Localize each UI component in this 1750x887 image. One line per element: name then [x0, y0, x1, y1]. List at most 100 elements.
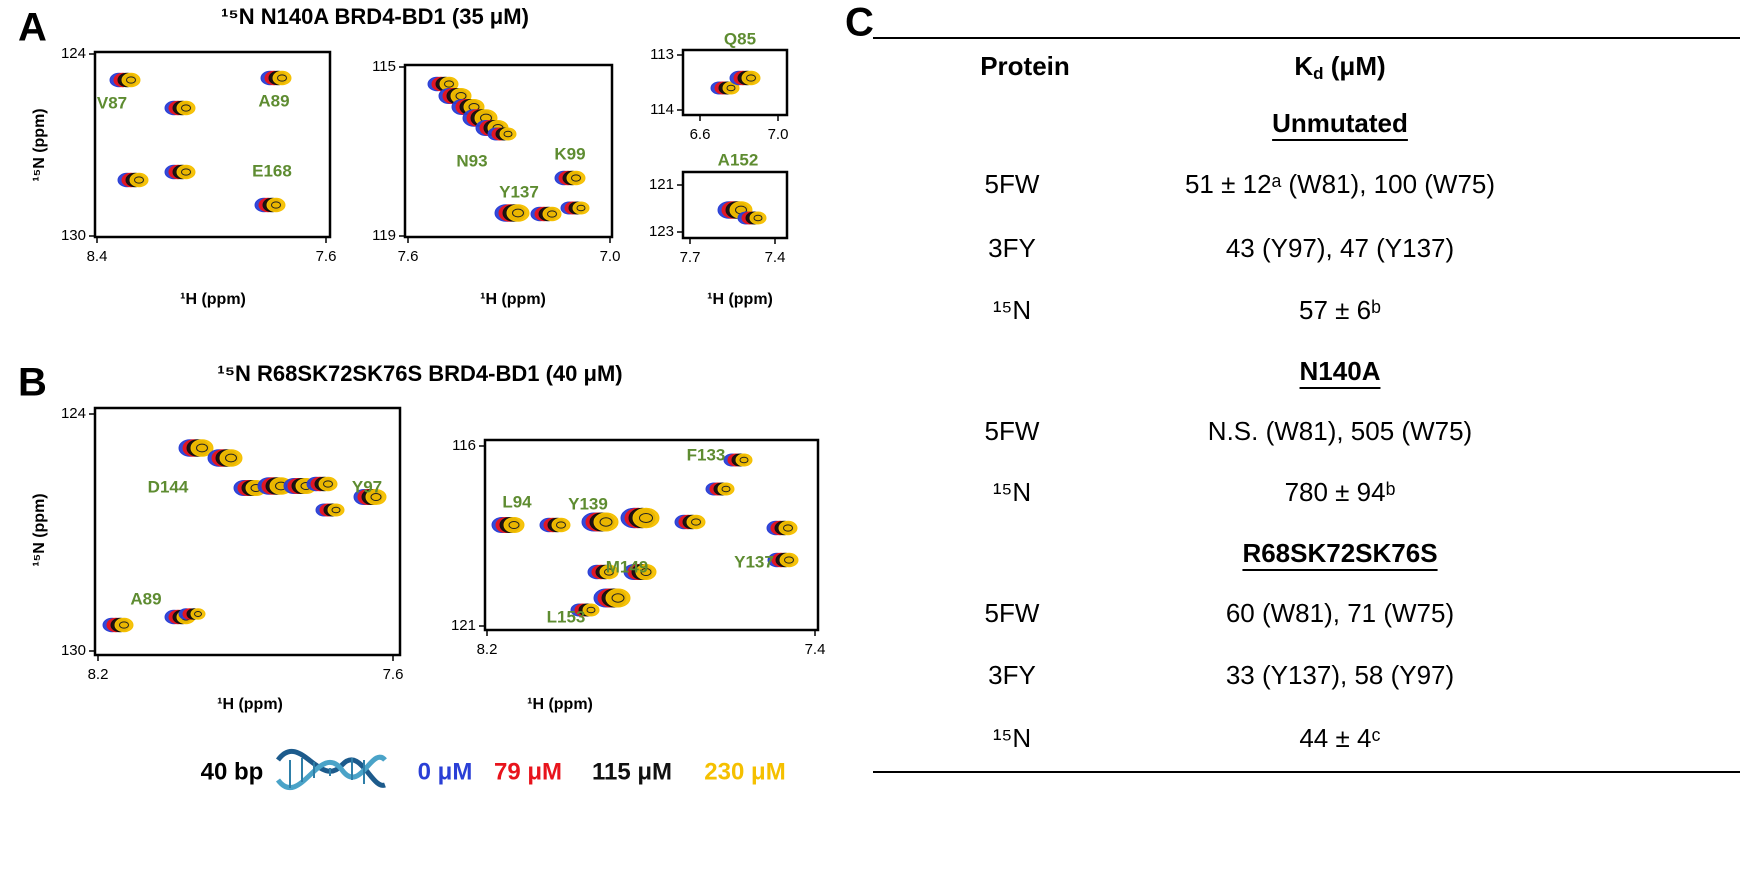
peak — [741, 70, 761, 86]
spectrum — [427, 76, 590, 222]
peak — [593, 512, 619, 532]
residue-label: D144 — [148, 477, 189, 496]
peak-contour — [134, 176, 144, 184]
y-tick-label: 119 — [372, 227, 396, 244]
peak — [365, 489, 387, 505]
concentration: 115 μM — [592, 758, 672, 785]
peak-contour — [571, 174, 581, 182]
x-axis-label: ¹H (ppm) — [527, 696, 593, 713]
peak-contour — [753, 214, 763, 222]
peak-contour — [640, 568, 652, 576]
x-tick-label: 7.0 — [600, 248, 621, 265]
x-tick-label: 8.4 — [87, 248, 108, 265]
kd-symbol: K — [1294, 51, 1313, 81]
spectrum — [109, 70, 292, 213]
peak — [190, 608, 206, 620]
residue-label: V87 — [97, 93, 127, 112]
kd-cell: N.S. (W81), 505 (W75) — [1208, 416, 1472, 446]
dna-length: 40 bp — [201, 758, 264, 785]
peak-contour — [503, 130, 513, 138]
spectrum-frame — [93, 50, 332, 239]
peak — [749, 211, 767, 225]
residue-label: Y137 — [499, 182, 539, 201]
peak-contour — [784, 556, 794, 564]
peak-contour — [181, 104, 191, 112]
peak — [503, 517, 525, 533]
peak-contour — [508, 521, 520, 529]
residue-label: Y97 — [352, 477, 382, 496]
y-tick-label: 121 — [451, 617, 476, 634]
peak-contour — [746, 74, 756, 82]
residue-label: L94 — [502, 492, 532, 511]
residue-label: A89 — [130, 589, 161, 608]
residue-label: A152 — [718, 150, 759, 169]
peak-contour — [271, 201, 281, 209]
y-axis-label: ¹⁵N (ppm) — [31, 108, 48, 181]
y-tick-label: 114 — [650, 101, 674, 118]
peak-contour — [721, 485, 731, 493]
peak-contour — [604, 568, 614, 576]
y-axis-label: ¹⁵N (ppm) — [31, 493, 48, 566]
peak-contour — [599, 517, 613, 527]
peak — [129, 172, 149, 188]
protein-cell: 3FY — [988, 660, 1036, 690]
concentration: 230 μM — [704, 758, 785, 785]
y-tick-label: 113 — [650, 46, 674, 63]
peak — [632, 507, 660, 529]
x-axis-label: ¹H (ppm) — [180, 291, 246, 308]
peak-contour — [691, 518, 701, 526]
residue-label: F133 — [687, 445, 726, 464]
peak-contour — [586, 606, 596, 614]
spectrum-frame — [93, 406, 402, 657]
kd-cell: 57 ± 6ᵇ — [1299, 295, 1381, 325]
x-tick-label: 7.4 — [765, 249, 786, 266]
peak — [722, 81, 740, 95]
peak — [778, 520, 798, 536]
protein-cell: 3FY — [988, 233, 1036, 263]
protein-cell: ¹⁵N — [993, 477, 1031, 507]
peak — [499, 127, 517, 141]
panel-title: ¹⁵N R68SK72SK76S BRD4-BD1 (40 μM) — [217, 361, 622, 386]
peak-contour — [783, 524, 793, 532]
section-title: Unmutated — [1272, 108, 1408, 138]
peak-contour — [277, 74, 287, 82]
peak-contour — [323, 480, 333, 488]
x-axis-label: ¹H (ppm) — [480, 291, 546, 308]
x-tick-label: 8.2 — [88, 666, 109, 683]
column-header: Protein — [980, 51, 1070, 81]
x-tick-label: 6.6 — [690, 126, 711, 143]
kd-unit: (μM) — [1324, 51, 1386, 81]
residue-label: A89 — [258, 91, 289, 110]
spectrum-frame — [403, 63, 614, 239]
peak-contour — [119, 621, 129, 629]
y-tick-label: 116 — [452, 437, 476, 454]
peak-contour — [611, 593, 625, 603]
residue-label: L153 — [547, 607, 586, 626]
peak — [327, 503, 345, 517]
peak-contour — [639, 512, 653, 524]
peak — [605, 588, 631, 608]
x-axis-label: ¹H (ppm) — [217, 696, 283, 713]
peak — [599, 564, 619, 580]
peak-contour — [225, 453, 237, 463]
spectrum-frame — [681, 48, 789, 117]
peak — [190, 439, 214, 457]
residue-label: Y137 — [734, 552, 774, 571]
panel-letter: C — [845, 1, 874, 45]
y-tick-label: 121 — [649, 176, 674, 193]
residue-label: K99 — [554, 144, 585, 163]
kd-cell: 51 ± 12ᵃ (W81), 100 (W75) — [1185, 169, 1495, 199]
protein-cell: 5FW — [985, 598, 1040, 628]
peak-contour — [726, 84, 736, 92]
peak — [717, 482, 735, 496]
y-tick-label: 123 — [649, 223, 674, 240]
x-tick-label: 8.2 — [477, 641, 498, 658]
peak — [551, 517, 571, 533]
kd-cell: 43 (Y97), 47 (Y137) — [1226, 233, 1454, 263]
panel-letter: B — [18, 361, 47, 405]
y-tick-label: 124 — [61, 405, 86, 422]
kd-cell: 60 (W81), 71 (W75) — [1226, 598, 1454, 628]
section-title: R68SK72SK76S — [1242, 538, 1437, 568]
x-axis-label: ¹H (ppm) — [707, 291, 773, 308]
